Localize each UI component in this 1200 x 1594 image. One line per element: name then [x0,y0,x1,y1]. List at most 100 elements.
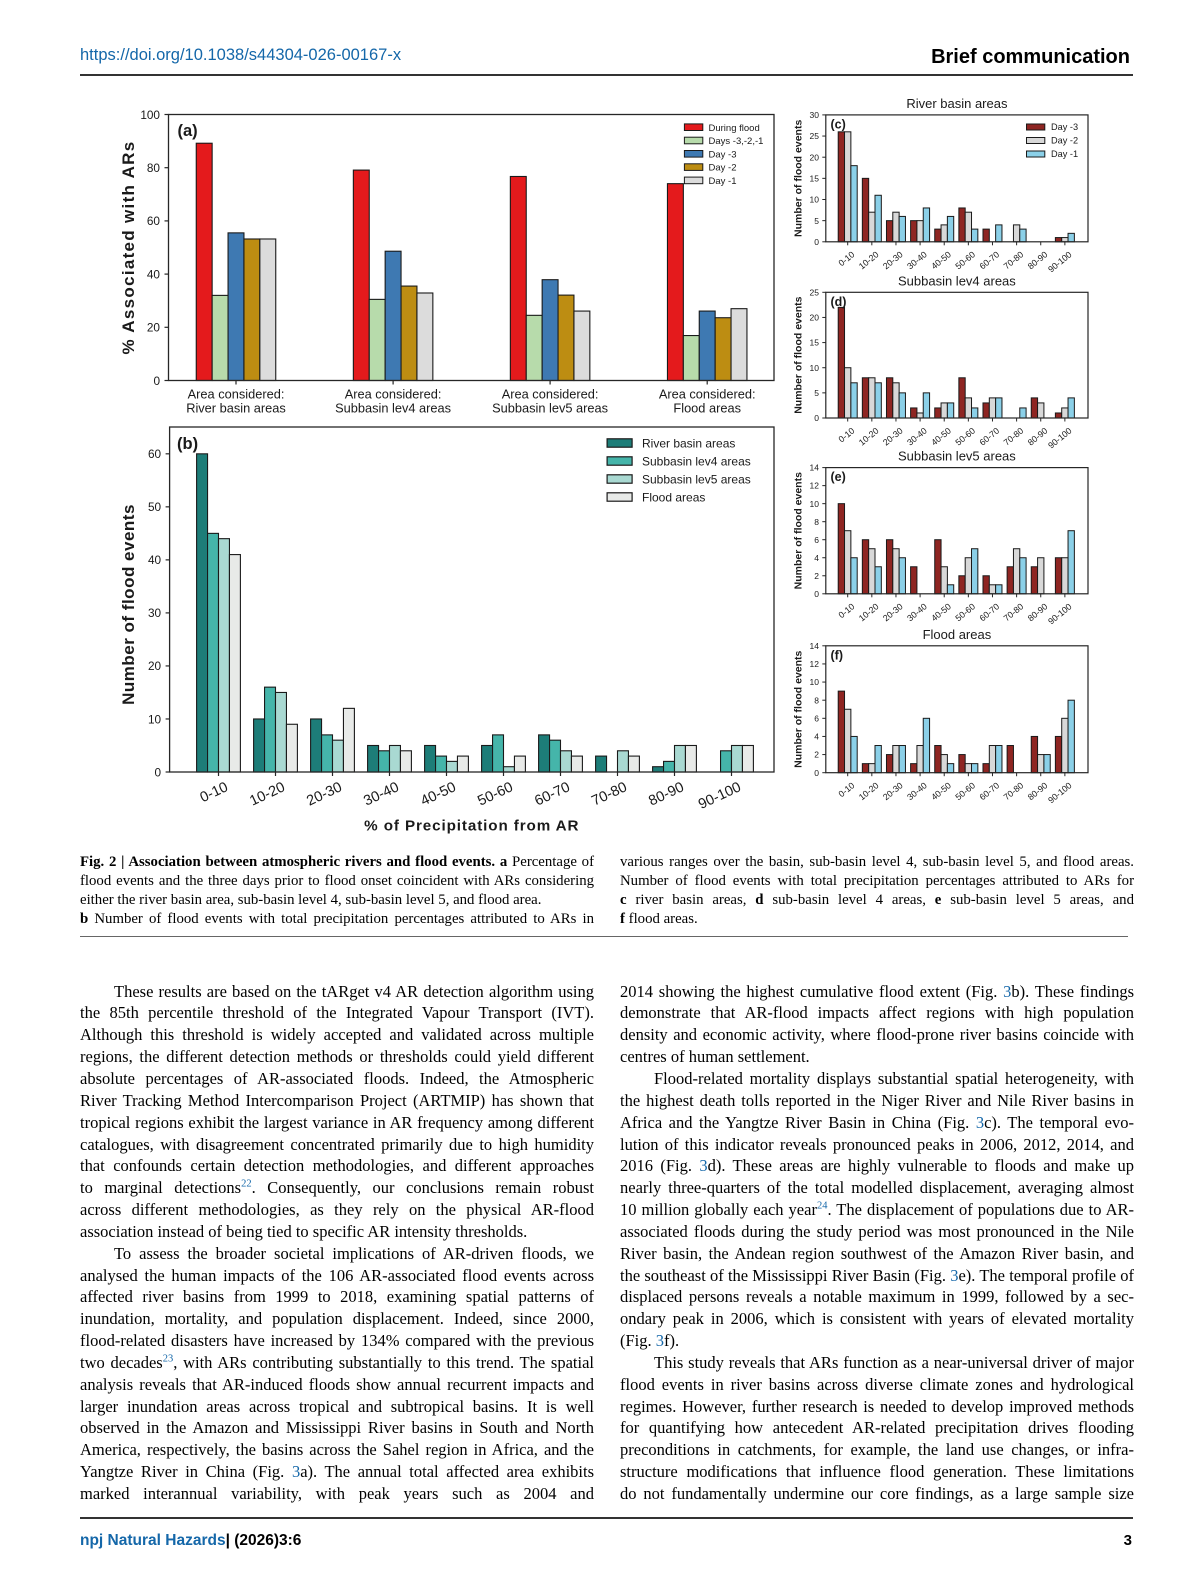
svg-text:30-40: 30-40 [905,601,929,623]
svg-text:10: 10 [810,363,820,373]
svg-text:30-40: 30-40 [361,779,401,809]
svg-text:Number of flood events: Number of flood events [793,650,805,767]
svg-text:20-30: 20-30 [881,249,905,271]
svg-text:2: 2 [814,571,819,581]
svg-text:60-70: 60-70 [977,601,1001,623]
svg-text:30-40: 30-40 [905,249,929,271]
svg-text:100: 100 [140,108,160,122]
svg-text:Subbasin lev4 areas: Subbasin lev4 areas [642,454,751,468]
svg-text:River basin areas: River basin areas [642,436,735,450]
svg-text:70-80: 70-80 [1002,249,1026,271]
svg-text:Day -1: Day -1 [709,176,737,187]
svg-text:90-100: 90-100 [1046,601,1074,626]
svg-text:40: 40 [148,553,162,567]
svg-text:Flood areas: Flood areas [642,490,705,504]
svg-text:90-100: 90-100 [1046,780,1074,805]
svg-text:Number of flood events: Number of flood events [793,120,805,237]
svg-text:70-80: 70-80 [1002,601,1026,623]
svg-text:Subbasin lev5 areas: Subbasin lev5 areas [492,400,608,415]
svg-text:0: 0 [155,765,162,779]
svg-text:20-30: 20-30 [881,601,905,623]
svg-text:River basin areas: River basin areas [906,96,1008,111]
svg-text:Flood areas: Flood areas [923,627,992,642]
svg-text:90-100: 90-100 [1046,249,1074,274]
svg-text:(c): (c) [831,117,846,131]
svg-text:Area considered:: Area considered: [188,387,285,402]
svg-text:50-60: 50-60 [953,780,977,802]
svg-text:4: 4 [814,732,819,742]
svg-text:(e): (e) [831,470,846,484]
svg-text:Number of flood events: Number of flood events [793,296,805,413]
svg-text:60-70: 60-70 [977,249,1001,271]
svg-text:Subbasin lev4 areas: Subbasin lev4 areas [898,273,1016,288]
svg-text:50-60: 50-60 [475,779,515,809]
svg-text:6: 6 [814,713,819,723]
svg-text:0-10: 0-10 [836,426,856,445]
svg-text:8: 8 [814,517,819,527]
svg-text:% Associated with ARs: % Associated with ARs [119,140,138,354]
svg-text:Subbasin lev5 areas: Subbasin lev5 areas [898,449,1016,464]
svg-text:70-80: 70-80 [1002,780,1026,802]
svg-text:20: 20 [810,313,820,323]
svg-text:0: 0 [814,589,819,599]
svg-text:40-50: 40-50 [929,249,953,271]
svg-text:25: 25 [810,131,820,141]
svg-text:0: 0 [814,768,819,778]
svg-text:River basin areas: River basin areas [186,400,286,415]
svg-text:20: 20 [810,152,820,162]
svg-text:6: 6 [814,535,819,545]
svg-text:10: 10 [810,499,820,509]
svg-text:60: 60 [148,447,162,461]
svg-text:4: 4 [814,553,819,563]
svg-text:Day -3: Day -3 [709,149,737,160]
svg-text:20: 20 [148,659,162,673]
svg-text:Subbasin lev4 areas: Subbasin lev4 areas [335,400,451,415]
svg-text:0: 0 [814,413,819,423]
svg-text:(b): (b) [177,435,198,453]
svg-text:2: 2 [814,750,819,760]
svg-text:10-20: 10-20 [247,779,287,809]
svg-text:10-20: 10-20 [857,249,881,271]
svg-text:40: 40 [147,267,161,281]
svg-text:90-100: 90-100 [696,779,744,813]
svg-text:14: 14 [810,463,820,473]
svg-text:0-10: 0-10 [836,249,856,268]
svg-text:12: 12 [810,659,820,669]
svg-text:50-60: 50-60 [953,426,977,448]
svg-text:Day -2: Day -2 [1051,136,1078,146]
svg-text:14: 14 [810,641,820,651]
svg-text:5: 5 [814,388,819,398]
svg-text:30-40: 30-40 [905,426,929,448]
svg-text:Days -3,-2,-1: Days -3,-2,-1 [709,136,764,147]
svg-text:Area considered:: Area considered: [345,387,442,402]
svg-text:During flood: During flood [709,123,760,134]
svg-text:10: 10 [810,677,820,687]
svg-text:50-60: 50-60 [953,249,977,271]
svg-text:0: 0 [153,374,160,388]
svg-text:40-50: 40-50 [929,601,953,623]
svg-text:Subbasin lev5 areas: Subbasin lev5 areas [642,472,751,486]
svg-text:10-20: 10-20 [857,780,881,802]
svg-text:80-90: 80-90 [646,779,686,809]
svg-text:20: 20 [147,321,161,335]
svg-text:70-80: 70-80 [1002,426,1026,448]
svg-text:40-50: 40-50 [929,780,953,802]
svg-text:Number of flood events: Number of flood events [119,504,138,705]
svg-text:20-30: 20-30 [881,780,905,802]
svg-text:50-60: 50-60 [953,601,977,623]
svg-text:60-70: 60-70 [532,779,572,809]
svg-text:% of Precipitation from AR: % of Precipitation from AR [364,818,579,835]
svg-text:50: 50 [148,500,162,514]
svg-text:30: 30 [810,110,820,120]
svg-text:8: 8 [814,695,819,705]
svg-text:Day -1: Day -1 [1051,149,1078,159]
svg-text:10: 10 [810,195,820,205]
svg-text:15: 15 [810,173,820,183]
svg-text:(f): (f) [831,648,844,662]
svg-text:Flood areas: Flood areas [673,400,741,415]
svg-text:60-70: 60-70 [977,780,1001,802]
svg-text:70-80: 70-80 [589,779,629,809]
svg-text:20-30: 20-30 [304,779,344,809]
svg-text:(d): (d) [831,295,847,309]
svg-text:60-70: 60-70 [977,426,1001,448]
